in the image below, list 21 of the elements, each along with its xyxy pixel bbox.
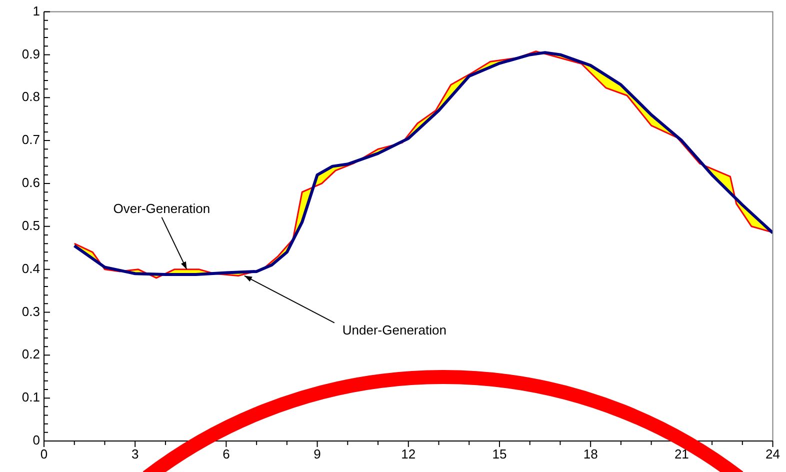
y-tick-label: 0 xyxy=(32,432,40,448)
x-tick-label: 24 xyxy=(766,446,780,462)
annotation: Under-Generation xyxy=(342,322,446,338)
x-tick-label: 21 xyxy=(674,446,689,462)
y-tick-label: 0.4 xyxy=(22,260,40,276)
y-tick-label: 0.7 xyxy=(22,132,40,148)
x-tick-label: 3 xyxy=(131,446,139,462)
y-tick-label: 0.1 xyxy=(22,390,40,405)
y-tick-label: 0.5 xyxy=(22,218,40,233)
x-tick-label: 9 xyxy=(314,446,321,462)
y-tick-label: 0.9 xyxy=(22,46,40,62)
y-tick-label: 0.2 xyxy=(22,346,40,362)
y-tick-label: 1 xyxy=(32,3,40,18)
annotation: Over-Generation xyxy=(113,200,210,216)
x-tick-label: 18 xyxy=(583,446,598,462)
x-tick-label: 15 xyxy=(492,446,507,462)
y-tick-label: 0.6 xyxy=(22,175,40,190)
y-tick-label: 0.8 xyxy=(22,89,40,104)
x-tick-label: 6 xyxy=(222,446,230,462)
x-tick-label: 12 xyxy=(401,446,416,462)
y-tick-label: 0.3 xyxy=(22,304,40,319)
